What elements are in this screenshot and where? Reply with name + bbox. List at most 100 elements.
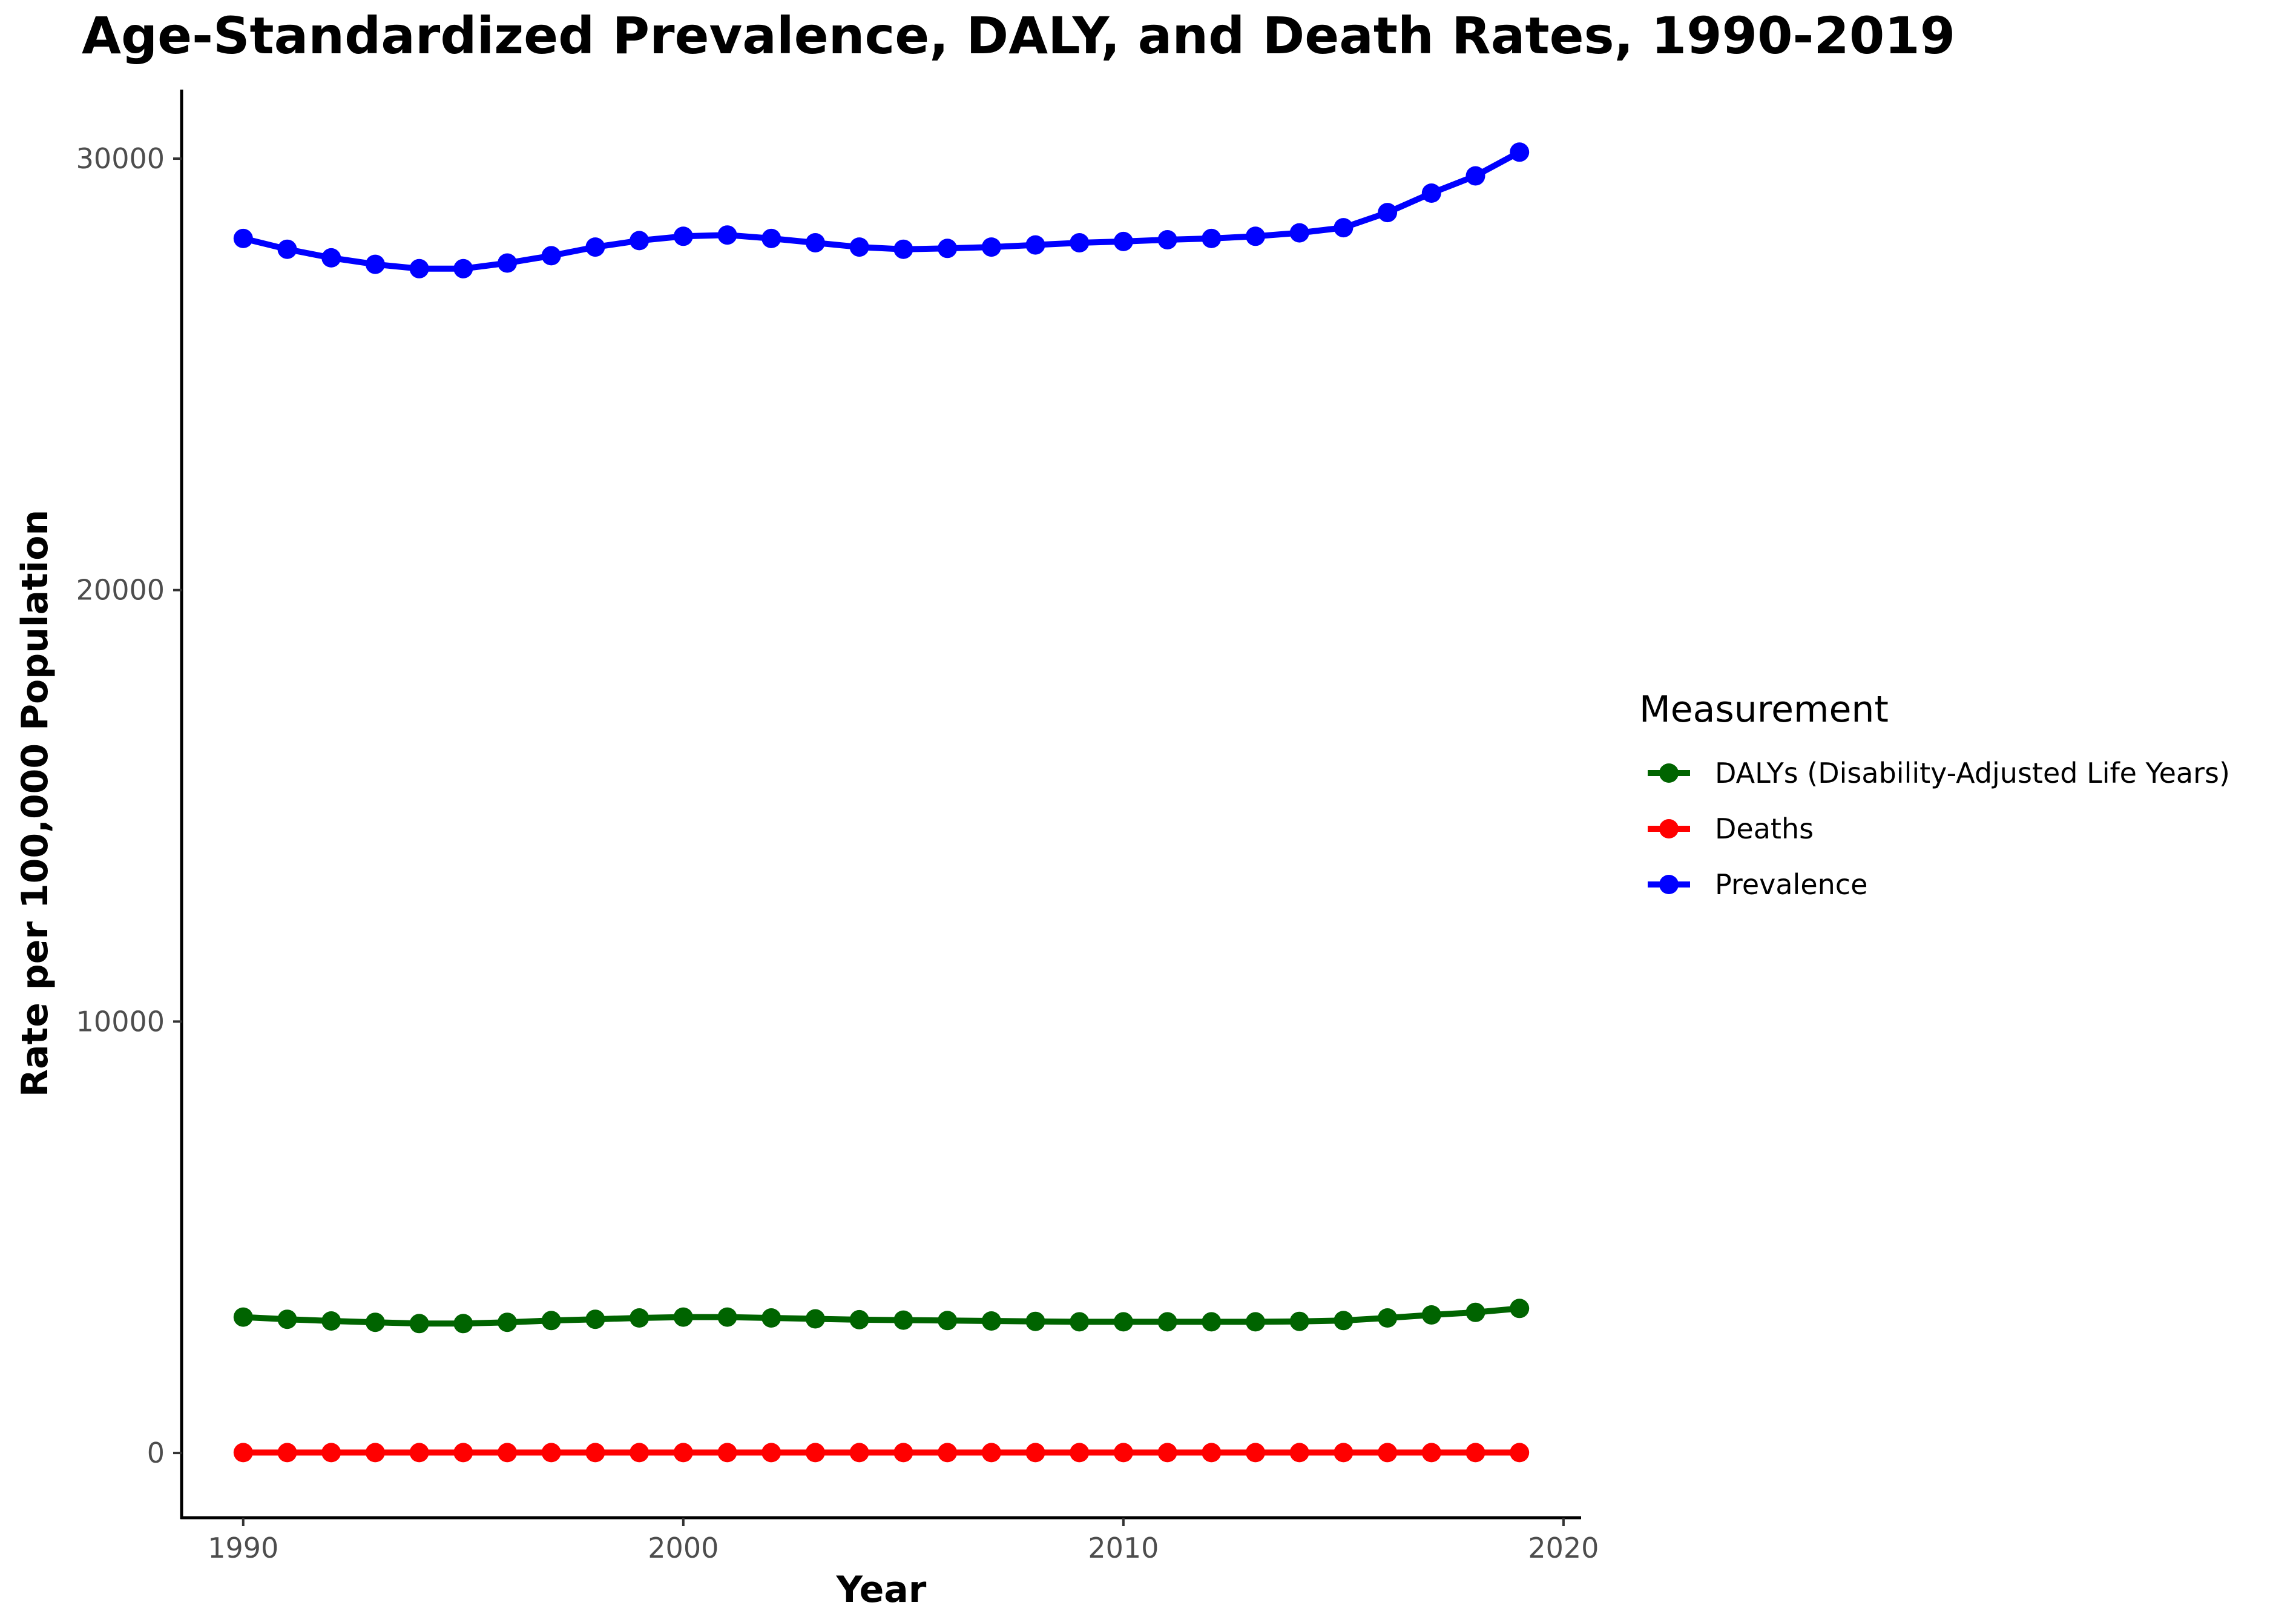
data-point-dalys-disability-adjusted-life-years-2001[interactable]	[717, 1307, 737, 1327]
data-point-dalys-disability-adjusted-life-years-2010[interactable]	[1113, 1312, 1133, 1332]
data-point-dalys-disability-adjusted-life-years-2000[interactable]	[673, 1307, 693, 1327]
data-point-dalys-disability-adjusted-life-years-2003[interactable]	[805, 1309, 825, 1329]
data-point-prevalence-1995[interactable]	[453, 259, 473, 278]
data-point-deaths-1997[interactable]	[541, 1443, 561, 1463]
data-point-prevalence-2003[interactable]	[805, 233, 825, 252]
data-point-deaths-2005[interactable]	[893, 1443, 913, 1463]
data-point-deaths-2000[interactable]	[673, 1443, 693, 1463]
data-point-deaths-2006[interactable]	[938, 1443, 958, 1463]
data-point-deaths-1990[interactable]	[233, 1443, 253, 1463]
data-point-prevalence-2000[interactable]	[673, 226, 693, 246]
data-point-dalys-disability-adjusted-life-years-1992[interactable]	[321, 1311, 341, 1331]
data-point-deaths-2001[interactable]	[717, 1443, 737, 1463]
data-point-deaths-2011[interactable]	[1157, 1443, 1177, 1463]
data-point-dalys-disability-adjusted-life-years-2009[interactable]	[1070, 1312, 1090, 1332]
data-point-dalys-disability-adjusted-life-years-1994[interactable]	[409, 1314, 429, 1334]
data-point-deaths-2004[interactable]	[849, 1443, 869, 1463]
legend-item-dalys-disability-adjusted-life-years: DALYs (Disability-Adjusted Life Years)	[1648, 757, 2230, 789]
data-point-prevalence-2014[interactable]	[1289, 223, 1309, 243]
data-point-dalys-disability-adjusted-life-years-1996[interactable]	[498, 1312, 517, 1332]
data-point-deaths-1996[interactable]	[498, 1443, 517, 1463]
data-point-prevalence-1996[interactable]	[498, 253, 517, 273]
data-point-dalys-disability-adjusted-life-years-1990[interactable]	[233, 1307, 253, 1327]
data-point-dalys-disability-adjusted-life-years-2014[interactable]	[1289, 1311, 1309, 1331]
data-point-deaths-2007[interactable]	[981, 1443, 1001, 1463]
y-tick-label-0: 0	[147, 1437, 165, 1469]
data-point-dalys-disability-adjusted-life-years-2004[interactable]	[849, 1309, 869, 1329]
chart-title: Age-Standardized Prevalence, DALY, and D…	[82, 6, 1955, 65]
data-point-deaths-1991[interactable]	[277, 1443, 297, 1463]
data-point-prevalence-2013[interactable]	[1246, 226, 1265, 246]
data-point-deaths-2002[interactable]	[761, 1443, 781, 1463]
x-tick-label-1990: 1990	[208, 1532, 278, 1564]
data-point-prevalence-2001[interactable]	[717, 225, 737, 245]
data-point-dalys-disability-adjusted-life-years-1997[interactable]	[541, 1311, 561, 1331]
data-point-prevalence-2009[interactable]	[1070, 233, 1090, 252]
data-point-deaths-1992[interactable]	[321, 1443, 341, 1463]
legend-label-dalys-disability-adjusted-life-years: DALYs (Disability-Adjusted Life Years)	[1715, 757, 2230, 789]
data-point-deaths-1994[interactable]	[409, 1443, 429, 1463]
data-point-dalys-disability-adjusted-life-years-2011[interactable]	[1157, 1312, 1177, 1332]
data-point-deaths-2013[interactable]	[1246, 1443, 1265, 1463]
data-point-dalys-disability-adjusted-life-years-2008[interactable]	[1025, 1311, 1045, 1331]
data-point-dalys-disability-adjusted-life-years-1998[interactable]	[585, 1309, 605, 1329]
data-point-dalys-disability-adjusted-life-years-2007[interactable]	[981, 1311, 1001, 1331]
data-point-deaths-2019[interactable]	[1510, 1443, 1530, 1463]
data-point-prevalence-2007[interactable]	[981, 237, 1001, 257]
data-point-prevalence-2002[interactable]	[761, 228, 781, 248]
data-point-prevalence-1994[interactable]	[409, 259, 429, 278]
data-point-dalys-disability-adjusted-life-years-2019[interactable]	[1510, 1299, 1530, 1319]
data-point-prevalence-1993[interactable]	[365, 254, 385, 274]
data-point-deaths-2015[interactable]	[1334, 1443, 1354, 1463]
data-point-dalys-disability-adjusted-life-years-2016[interactable]	[1378, 1308, 1398, 1328]
data-point-deaths-1995[interactable]	[453, 1443, 473, 1463]
data-point-prevalence-2012[interactable]	[1202, 228, 1222, 248]
x-tick-label-2000: 2000	[648, 1532, 719, 1564]
data-point-dalys-disability-adjusted-life-years-2018[interactable]	[1465, 1302, 1485, 1322]
data-point-deaths-1993[interactable]	[365, 1443, 385, 1463]
data-point-deaths-2008[interactable]	[1025, 1443, 1045, 1463]
x-tick-label-2020: 2020	[1528, 1532, 1599, 1564]
data-point-prevalence-2016[interactable]	[1378, 203, 1398, 223]
data-point-prevalence-1997[interactable]	[541, 246, 561, 266]
data-point-dalys-disability-adjusted-life-years-2012[interactable]	[1202, 1312, 1222, 1332]
data-point-prevalence-2008[interactable]	[1025, 235, 1045, 255]
data-point-prevalence-2017[interactable]	[1421, 183, 1441, 203]
data-point-deaths-1998[interactable]	[585, 1443, 605, 1463]
data-point-deaths-2003[interactable]	[805, 1443, 825, 1463]
data-point-prevalence-2018[interactable]	[1465, 166, 1485, 186]
data-point-deaths-2014[interactable]	[1289, 1443, 1309, 1463]
data-point-prevalence-2004[interactable]	[849, 237, 869, 257]
data-point-dalys-disability-adjusted-life-years-2013[interactable]	[1246, 1312, 1265, 1332]
data-point-dalys-disability-adjusted-life-years-2006[interactable]	[938, 1311, 958, 1331]
data-point-dalys-disability-adjusted-life-years-1993[interactable]	[365, 1312, 385, 1332]
data-point-prevalence-2011[interactable]	[1157, 230, 1177, 249]
data-point-deaths-1999[interactable]	[630, 1443, 650, 1463]
data-point-dalys-disability-adjusted-life-years-2005[interactable]	[893, 1310, 913, 1330]
data-point-prevalence-2015[interactable]	[1334, 218, 1354, 238]
data-point-deaths-2018[interactable]	[1465, 1443, 1485, 1463]
data-point-prevalence-2005[interactable]	[893, 239, 913, 259]
data-point-deaths-2017[interactable]	[1421, 1443, 1441, 1463]
data-point-prevalence-1998[interactable]	[585, 237, 605, 257]
data-point-deaths-2016[interactable]	[1378, 1443, 1398, 1463]
data-point-prevalence-2019[interactable]	[1510, 142, 1530, 162]
y-axis-title: Rate per 100,000 Population	[14, 510, 56, 1097]
data-point-prevalence-1999[interactable]	[630, 231, 650, 251]
data-point-prevalence-1990[interactable]	[233, 228, 253, 248]
data-point-dalys-disability-adjusted-life-years-2002[interactable]	[761, 1308, 781, 1328]
data-point-prevalence-2006[interactable]	[938, 239, 958, 259]
data-point-prevalence-1992[interactable]	[321, 248, 341, 268]
data-point-dalys-disability-adjusted-life-years-1991[interactable]	[277, 1309, 297, 1329]
data-point-prevalence-1991[interactable]	[277, 239, 297, 259]
legend-swatch-point-prevalence	[1659, 875, 1679, 894]
data-point-deaths-2009[interactable]	[1070, 1443, 1090, 1463]
data-point-dalys-disability-adjusted-life-years-1995[interactable]	[453, 1314, 473, 1334]
data-point-dalys-disability-adjusted-life-years-2015[interactable]	[1334, 1311, 1354, 1331]
data-point-dalys-disability-adjusted-life-years-1999[interactable]	[630, 1308, 650, 1328]
y-axis-ticks: 0 10000 20000 30000	[76, 142, 182, 1469]
data-point-deaths-2012[interactable]	[1202, 1443, 1222, 1463]
data-point-prevalence-2010[interactable]	[1113, 231, 1133, 251]
data-point-deaths-2010[interactable]	[1113, 1443, 1133, 1463]
data-point-dalys-disability-adjusted-life-years-2017[interactable]	[1421, 1305, 1441, 1325]
